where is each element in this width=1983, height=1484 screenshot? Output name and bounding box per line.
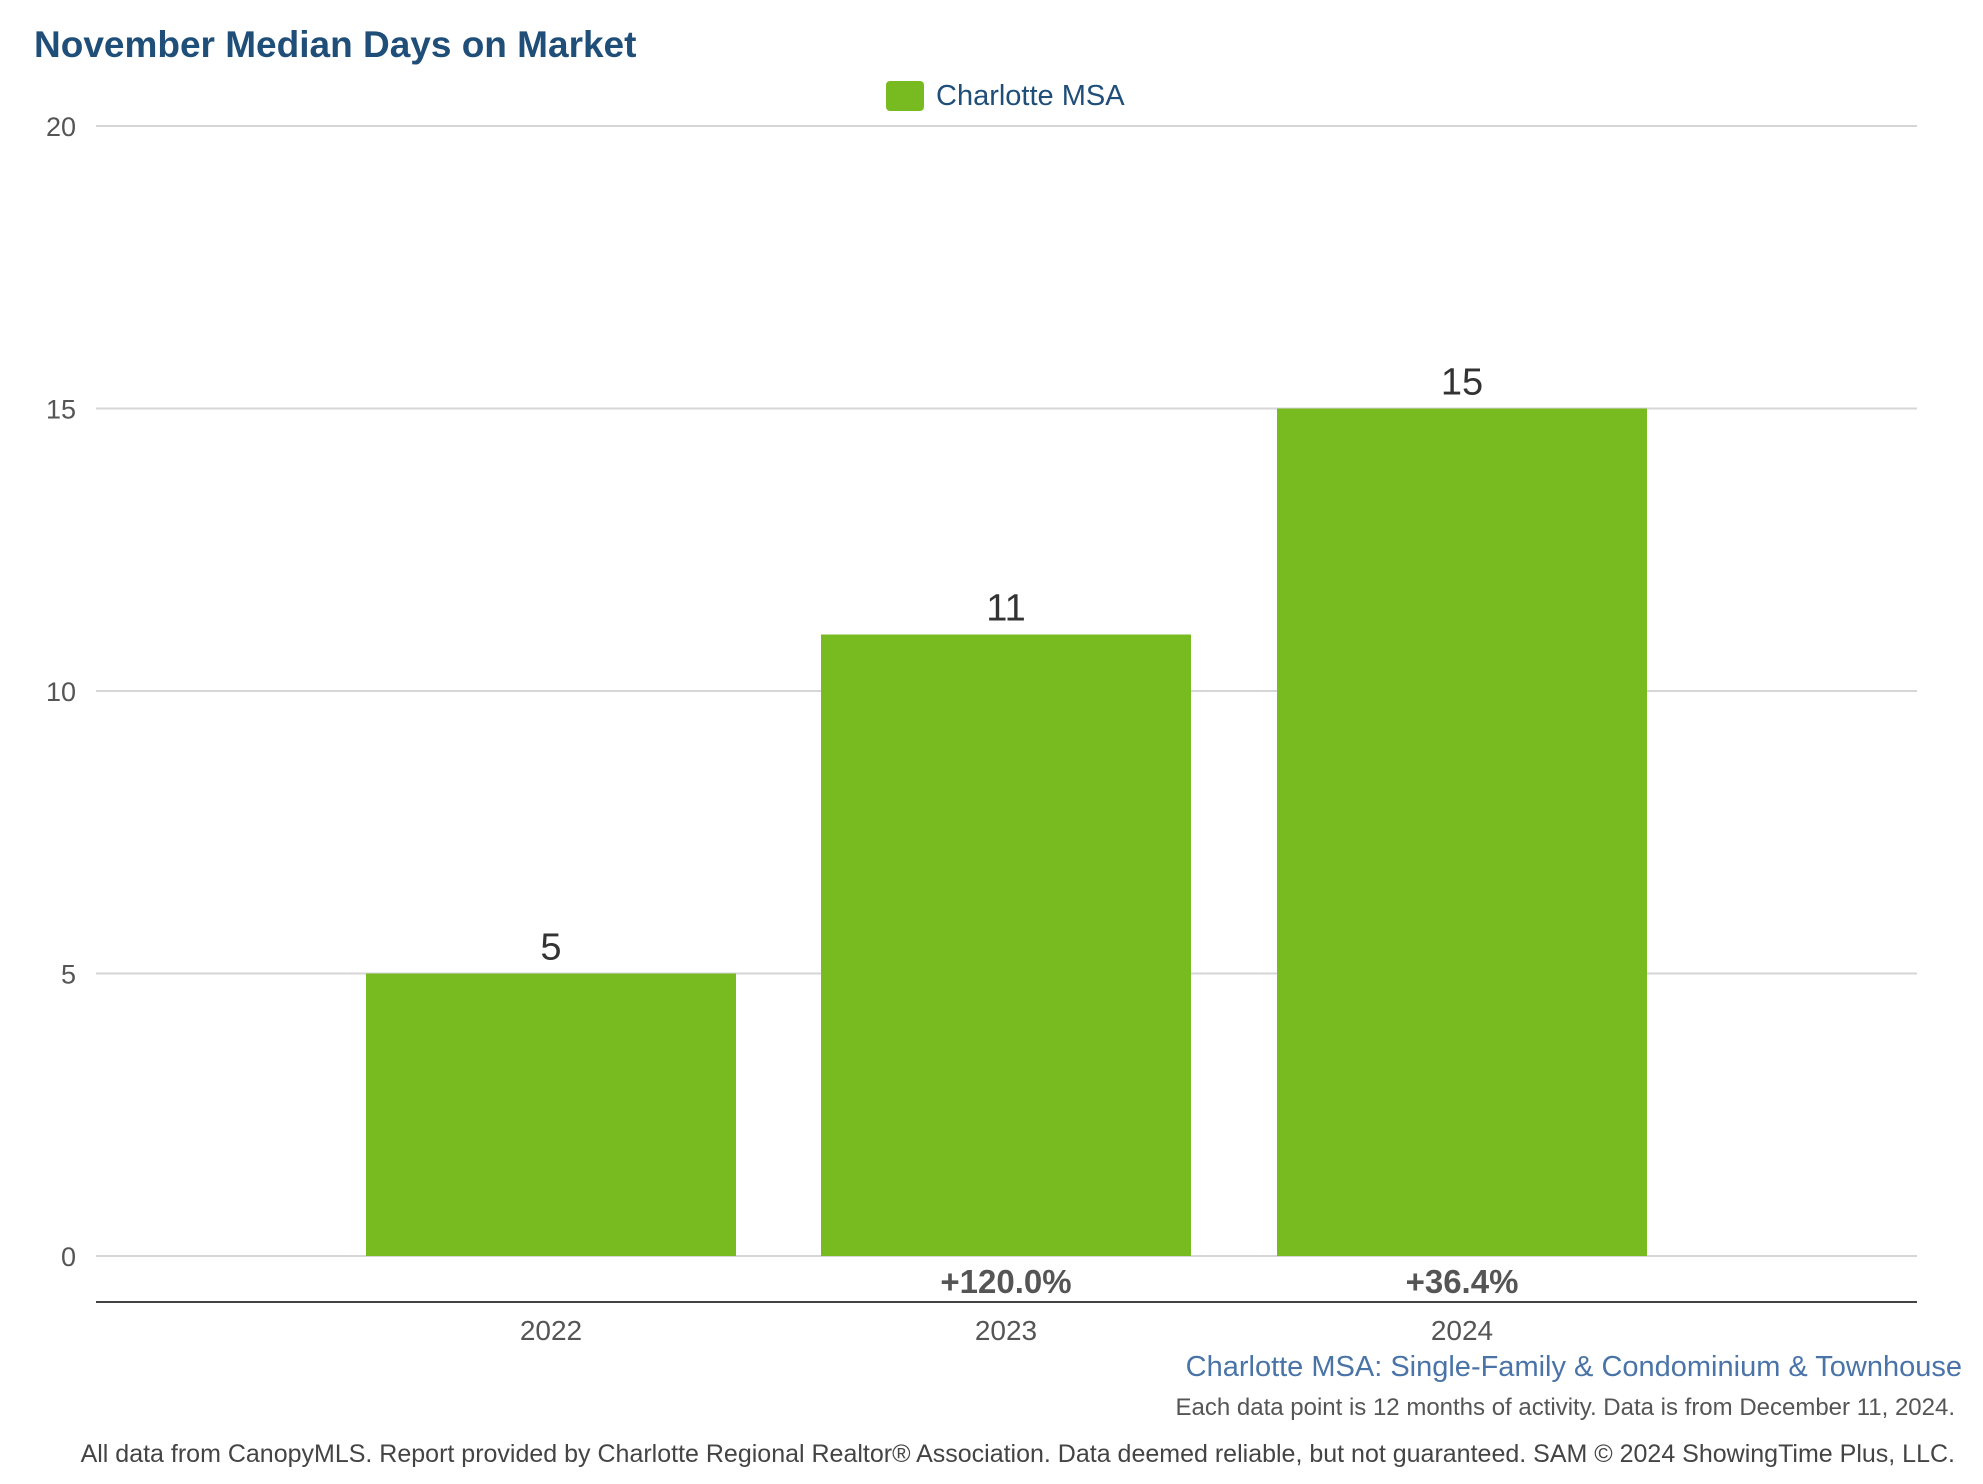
legend-label: Charlotte MSA [936,79,1125,112]
change-label: +120.0% [940,1263,1071,1300]
bars [366,408,1647,1256]
y-axis-ticks: 0 5 10 15 20 [46,112,76,1272]
bar-2023 [821,634,1191,1256]
data-label: 15 [1441,362,1483,404]
legend: Charlotte MSA [886,78,1125,114]
bar-2024 [1277,408,1647,1256]
y-tick-label: 15 [46,395,76,425]
y-tick-label: 20 [46,112,76,142]
y-tick-label: 5 [61,960,76,990]
chart-subtitle: Charlotte MSA: Single-Family & Condomini… [1185,1351,1962,1383]
x-axis-ticks: 2022 2023 2024 [520,1315,1493,1346]
y-tick-label: 10 [46,677,76,707]
bar-2022 [366,973,736,1256]
change-labels: +120.0% +36.4% [940,1263,1518,1300]
x-tick-label: 2024 [1431,1315,1493,1346]
data-label: 5 [540,927,561,969]
x-tick-label: 2023 [975,1315,1037,1346]
data-note: Each data point is 12 months of activity… [1175,1394,1956,1421]
change-label: +36.4% [1406,1263,1519,1300]
x-tick-label: 2022 [520,1315,582,1346]
data-label: 11 [986,588,1025,630]
chart-title: November Median Days on Market [34,24,637,65]
y-tick-label: 0 [61,1242,76,1272]
footer-disclaimer: All data from CanopyMLS. Report provided… [80,1440,1955,1468]
data-labels: 5 11 15 [540,362,1483,969]
legend-swatch [886,81,924,111]
